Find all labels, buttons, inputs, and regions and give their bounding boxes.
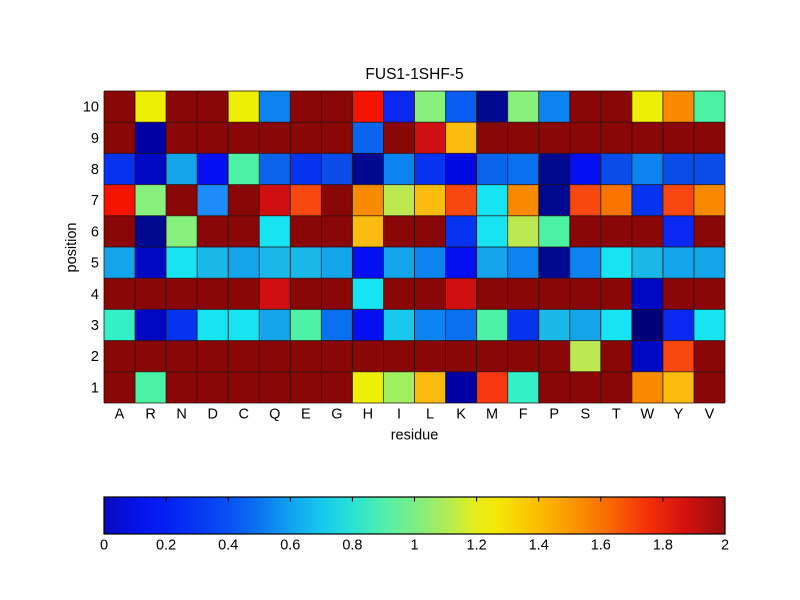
svg-text:8: 8 <box>91 162 99 178</box>
svg-text:H: H <box>363 407 373 423</box>
svg-text:C: C <box>238 407 248 423</box>
svg-text:1: 1 <box>410 538 418 554</box>
svg-text:G: G <box>331 407 342 423</box>
svg-text:2: 2 <box>721 538 729 554</box>
svg-text:10: 10 <box>83 100 99 116</box>
svg-text:0.4: 0.4 <box>218 538 238 554</box>
svg-text:0.8: 0.8 <box>342 538 362 554</box>
svg-text:5: 5 <box>91 256 99 272</box>
svg-text:E: E <box>301 407 311 423</box>
svg-text:FUS1-1SHF-5: FUS1-1SHF-5 <box>365 66 463 83</box>
svg-text:3: 3 <box>91 318 99 334</box>
svg-text:0.2: 0.2 <box>156 538 176 554</box>
svg-text:M: M <box>486 407 498 423</box>
svg-text:T: T <box>612 407 621 423</box>
svg-text:F: F <box>519 407 528 423</box>
svg-text:R: R <box>145 407 155 423</box>
svg-text:W: W <box>641 407 655 423</box>
svg-text:P: P <box>549 407 559 423</box>
svg-text:2: 2 <box>91 349 99 365</box>
svg-text:N: N <box>176 407 186 423</box>
svg-text:A: A <box>115 407 125 423</box>
svg-text:1.4: 1.4 <box>529 538 549 554</box>
svg-text:K: K <box>456 407 466 423</box>
svg-text:position: position <box>64 223 80 273</box>
svg-text:1: 1 <box>91 380 99 396</box>
svg-text:Q: Q <box>269 407 280 423</box>
svg-text:1.6: 1.6 <box>591 538 611 554</box>
svg-text:Y: Y <box>674 407 684 423</box>
svg-text:7: 7 <box>91 193 99 209</box>
svg-text:1.8: 1.8 <box>653 538 673 554</box>
svg-text:9: 9 <box>91 131 99 147</box>
svg-text:4: 4 <box>91 287 99 303</box>
svg-text:V: V <box>705 407 715 423</box>
svg-text:residue: residue <box>391 428 439 444</box>
svg-text:6: 6 <box>91 224 99 240</box>
svg-text:L: L <box>426 407 434 423</box>
svg-text:0.6: 0.6 <box>280 538 300 554</box>
svg-text:D: D <box>207 407 217 423</box>
svg-text:I: I <box>397 407 401 423</box>
svg-text:0: 0 <box>100 538 108 554</box>
svg-text:S: S <box>580 407 590 423</box>
svg-text:1.2: 1.2 <box>467 538 487 554</box>
